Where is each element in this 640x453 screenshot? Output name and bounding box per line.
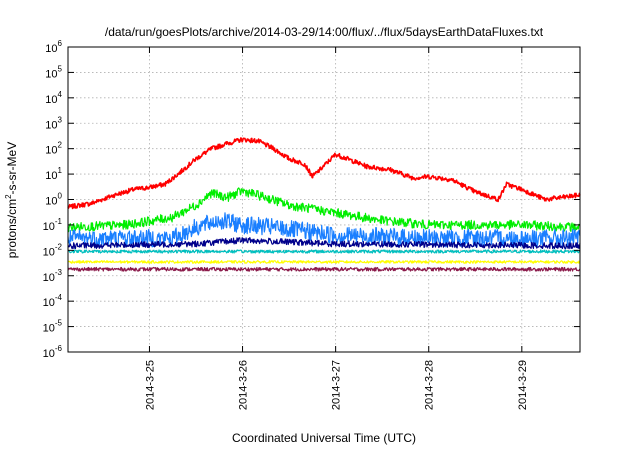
y-tick-label: 10-1 — [43, 217, 63, 233]
y-tick-label: 105 — [45, 64, 62, 80]
y-axis-label-exponent: 2 — [4, 194, 13, 199]
x-tick-label: 2014-3-25 — [144, 360, 156, 410]
series-layer — [67, 137, 581, 272]
x-tick-label: 2014-3-28 — [424, 360, 436, 410]
series-line-1 — [67, 137, 581, 210]
y-tick-label: 106 — [45, 39, 62, 55]
y-axis-label-rest: -s-sr-MeV — [5, 142, 19, 195]
x-tick-label: 2014-3-27 — [331, 360, 343, 410]
y-tick-label: 101 — [45, 166, 62, 182]
y-tick-label: 10-3 — [43, 268, 63, 284]
chart-title: /data/run/goesPlots/archive/2014-03-29/1… — [105, 25, 544, 39]
label-layer: 10-6 10-5 10-4 10-3 10-2 10-1 100 101 102 103 104 1… — [43, 39, 529, 410]
y-tick-label: 104 — [45, 90, 62, 106]
y-axis-label-unit: protons/cm — [5, 199, 19, 258]
y-tick-label: 10-5 — [43, 319, 63, 335]
y-tick-label: 10-6 — [43, 344, 63, 360]
x-tick-label: 2014-3-26 — [238, 360, 250, 410]
series-line-2 — [67, 187, 580, 233]
y-axis-label: protons/cm2-s-sr-MeV — [4, 142, 19, 258]
series-line-6 — [67, 260, 581, 264]
series-line-3 — [67, 212, 581, 248]
y-tick-label: 103 — [45, 115, 62, 131]
series-line-5 — [67, 249, 581, 254]
series-line-4 — [67, 237, 581, 250]
y-tick-label: 10-4 — [43, 293, 63, 309]
x-axis-label: Coordinated Universal Time (UTC) — [232, 431, 416, 445]
series-line-7 — [67, 266, 581, 272]
y-tick-label: 100 — [45, 192, 62, 208]
tick-layer — [68, 46, 580, 353]
y-tick-label: 102 — [45, 141, 62, 157]
y-tick-label: 10-2 — [43, 242, 63, 258]
grid-layer — [68, 47, 580, 352]
x-tick-label: 2014-3-29 — [517, 360, 529, 410]
